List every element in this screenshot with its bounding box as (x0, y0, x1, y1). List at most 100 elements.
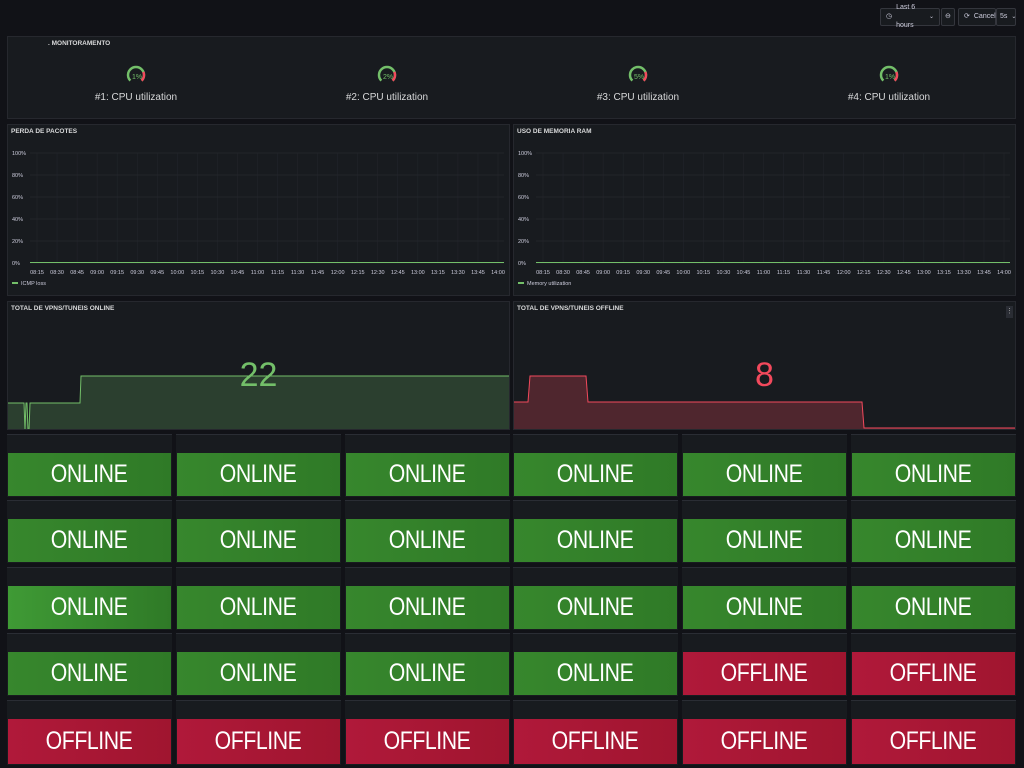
memory-panel: USO DE MEMORIA RAM 100% 80% 60% 40% 20% 0% 08:… (513, 124, 1016, 296)
status-indicator: ONLINE (514, 652, 677, 695)
x-tick-label: 11:45 (817, 270, 830, 276)
vpn-status-tile[interactable]: OFFLINE (682, 633, 847, 696)
gauge-dial: 1% (879, 65, 899, 82)
x-tick-label: 12:45 (897, 270, 911, 276)
vpn-status-tile[interactable]: ONLINE (7, 434, 172, 497)
vpn-status-tile[interactable]: OFFLINE (176, 700, 341, 765)
vpn-offline-panel: TOTAL DE VPNS/TUNEIS OFFLINE ⋮ 8 (513, 301, 1016, 430)
status-indicator: ONLINE (852, 586, 1015, 629)
chevron-down-icon: ⌄ (1011, 14, 1017, 20)
vpn-status-tile[interactable]: ONLINE (176, 434, 341, 497)
vpn-status-tile[interactable]: OFFLINE (851, 633, 1016, 696)
status-label: ONLINE (726, 460, 803, 488)
time-range-picker[interactable]: ◷ Last 6 hours ⌄ (880, 4, 940, 29)
status-label: ONLINE (51, 526, 128, 554)
status-indicator: OFFLINE (852, 719, 1015, 764)
refresh-icon: ⟳ (964, 13, 970, 20)
status-label: OFFLINE (890, 659, 977, 687)
x-tick-label: 11:15 (777, 270, 790, 276)
panel-title: TOTAL DE VPNS/TUNEIS ONLINE (11, 305, 115, 312)
vpn-status-tile[interactable]: ONLINE (513, 567, 678, 630)
x-tick-label: 10:45 (231, 270, 245, 276)
status-label: OFFLINE (46, 727, 133, 755)
cancel-button[interactable]: ⟳ Cancel (958, 8, 996, 26)
vpn-status-tile[interactable]: OFFLINE (513, 700, 678, 765)
gauge-dial: 5% (628, 65, 648, 82)
clock-icon: ◷ (886, 13, 893, 20)
x-tick-label: 12:15 (857, 270, 871, 276)
panel-title: TOTAL DE VPNS/TUNEIS OFFLINE (517, 305, 624, 312)
vpn-status-tile[interactable]: ONLINE (176, 500, 341, 563)
vpn-status-tile[interactable]: ONLINE (851, 500, 1016, 563)
x-tick-label: 10:45 (737, 270, 751, 276)
status-label: ONLINE (220, 460, 297, 488)
vpn-status-tile[interactable]: OFFLINE (7, 700, 172, 765)
gauge-name: #2: CPU utilization (345, 92, 429, 103)
vpn-status-tile[interactable]: OFFLINE (851, 700, 1016, 765)
x-tick-label: 10:30 (211, 270, 225, 276)
vpn-status-tile[interactable]: OFFLINE (345, 700, 510, 765)
status-indicator: ONLINE (346, 586, 509, 629)
x-tick-label: 13:15 (937, 270, 951, 276)
vpn-status-tile[interactable]: ONLINE (7, 633, 172, 696)
vpn-status-tile[interactable]: ONLINE (682, 567, 847, 630)
status-indicator: ONLINE (852, 453, 1015, 496)
memory-chart: 100% 80% 60% 40% 20% 0% 08:15 08:30 08:45 09:00 09… (518, 151, 1011, 287)
vpn-status-tile[interactable]: ONLINE (682, 434, 847, 497)
vpn-status-tile[interactable]: ONLINE (682, 500, 847, 563)
vpn-online-sparkline (8, 375, 509, 429)
gauge-dial: 2% (377, 65, 397, 82)
status-label: ONLINE (389, 659, 466, 687)
vpn-status-tile[interactable]: ONLINE (513, 434, 678, 497)
legend-swatch (12, 282, 18, 284)
status-indicator: ONLINE (177, 519, 340, 562)
refresh-interval-picker[interactable]: 5s ⌄ (996, 8, 1016, 26)
x-tick-label: 09:30 (636, 270, 650, 276)
status-label: OFFLINE (721, 659, 808, 687)
legend-label[interactable]: ICMP loss (21, 281, 46, 287)
status-indicator: ONLINE (514, 519, 677, 562)
vpn-status-tile[interactable]: ONLINE (7, 567, 172, 630)
status-label: OFFLINE (552, 727, 639, 755)
x-tick-label: 09:30 (130, 270, 144, 276)
vpn-status-tile[interactable]: ONLINE (176, 633, 341, 696)
status-label: ONLINE (557, 593, 634, 621)
x-tick-label: 13:30 (451, 270, 465, 276)
zoom-out-icon: ⊖ (945, 13, 951, 20)
vpn-status-tile[interactable]: ONLINE (345, 633, 510, 696)
vpn-status-tile[interactable]: OFFLINE (682, 700, 847, 765)
x-tick-label: 09:45 (150, 270, 164, 276)
vpn-status-tile[interactable]: ONLINE (513, 633, 678, 696)
vpn-status-tile[interactable]: ONLINE (176, 567, 341, 630)
legend-label[interactable]: Memory utilization (527, 281, 571, 287)
x-tick-label: 08:30 (50, 270, 64, 276)
status-indicator: OFFLINE (177, 719, 340, 764)
vpn-status-tile[interactable]: ONLINE (513, 500, 678, 563)
vpn-status-tile[interactable]: ONLINE (345, 434, 510, 497)
vpn-status-tile[interactable]: ONLINE (345, 567, 510, 630)
vpn-status-tile[interactable]: ONLINE (851, 434, 1016, 497)
vpn-status-tile[interactable]: ONLINE (345, 500, 510, 563)
x-tick-label: 08:45 (70, 270, 84, 276)
x-tick-label: 11:45 (311, 270, 324, 276)
status-indicator: ONLINE (8, 586, 171, 629)
panel-menu-icon[interactable]: ⋮ (1006, 306, 1013, 318)
vpn-online-value: 22 (239, 356, 278, 394)
status-indicator: ONLINE (514, 586, 677, 629)
status-label: ONLINE (51, 593, 128, 621)
status-label: ONLINE (557, 659, 634, 687)
x-tick-label: 13:00 (411, 270, 425, 276)
status-indicator: ONLINE (177, 586, 340, 629)
status-indicator: OFFLINE (683, 652, 846, 695)
vpn-status-tile[interactable]: ONLINE (851, 567, 1016, 630)
zoom-out-button[interactable]: ⊖ (941, 8, 955, 26)
vpn-status-tile[interactable]: ONLINE (7, 500, 172, 563)
x-tick-label: 13:45 (977, 270, 991, 276)
status-indicator: ONLINE (852, 519, 1015, 562)
y-tick-label: 40% (12, 217, 23, 223)
y-tick-label: 80% (12, 173, 23, 179)
x-tick-label: 08:30 (556, 270, 570, 276)
packet-loss-panel: PERDA DE PACOTES 100% 80% 60% 40% 20% 0% 08:15… (7, 124, 510, 296)
y-tick-label: 100% (12, 151, 26, 157)
status-label: OFFLINE (890, 727, 977, 755)
